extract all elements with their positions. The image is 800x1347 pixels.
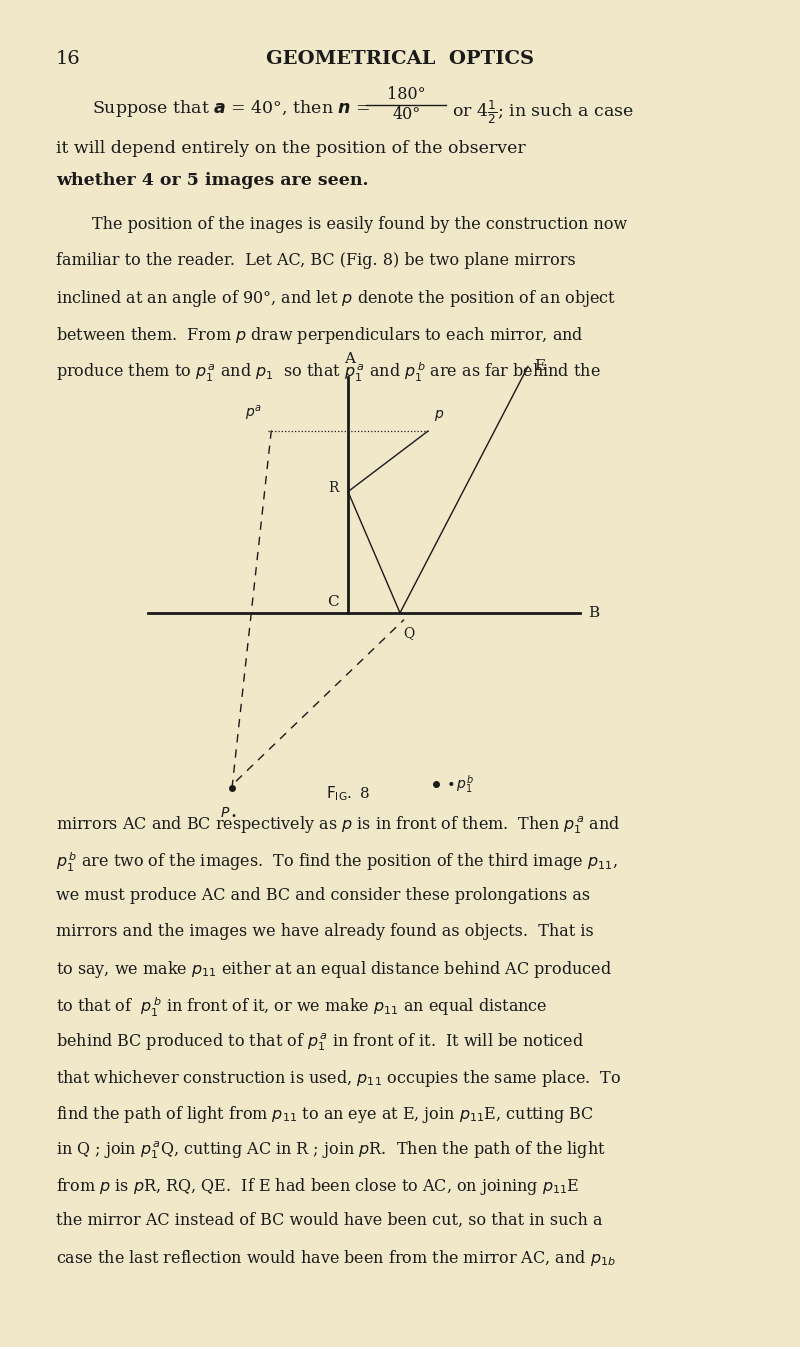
Text: E: E <box>534 360 546 373</box>
Text: the mirror AC instead of BC would have been cut, so that in such a: the mirror AC instead of BC would have b… <box>56 1212 602 1228</box>
Text: 180°: 180° <box>387 86 426 104</box>
Text: Suppose that $\boldsymbol{a}$ = 40°, then $\boldsymbol{n}$ =: Suppose that $\boldsymbol{a}$ = 40°, the… <box>92 98 370 120</box>
Text: between them.  From $p$ draw perpendiculars to each mirror, and: between them. From $p$ draw perpendicula… <box>56 325 584 346</box>
Text: $p$: $p$ <box>434 408 445 423</box>
Text: produce them to $p_1^{\,a}$ and $p_1$  so that $p_1^{\,a}$ and $p_1^{\,b}$ are a: produce them to $p_1^{\,a}$ and $p_1$ so… <box>56 361 601 384</box>
Text: case the last reflection would have been from the mirror AC, and $p_{1b}$: case the last reflection would have been… <box>56 1249 616 1268</box>
Text: $p^a$: $p^a$ <box>245 404 262 423</box>
Text: C: C <box>326 595 338 609</box>
Text: from $p$ is $p$R, RQ, QE.  If E had been close to AC, on joining $p_{11}$E: from $p$ is $p$R, RQ, QE. If E had been … <box>56 1176 579 1197</box>
Text: $\mathrm{F_{IG}.}$ 8: $\mathrm{F_{IG}.}$ 8 <box>326 784 370 803</box>
Text: A: A <box>344 353 355 366</box>
Text: it will depend entirely on the position of the observer: it will depend entirely on the position … <box>56 140 526 158</box>
Text: to say, we make $p_{11}$ either at an equal distance behind AC produced: to say, we make $p_{11}$ either at an eq… <box>56 959 612 981</box>
Text: B: B <box>588 606 599 620</box>
Text: whether 4 or 5 images are seen.: whether 4 or 5 images are seen. <box>56 172 369 190</box>
Text: familiar to the reader.  Let AC, BC (Fig. 8) be two plane mirrors: familiar to the reader. Let AC, BC (Fig.… <box>56 252 576 269</box>
Text: R: R <box>328 481 338 494</box>
Text: in Q ; join $p_1^{\,a}$Q, cutting AC in R ; join $p$R.  Then the path of the lig: in Q ; join $p_1^{\,a}$Q, cutting AC in … <box>56 1140 606 1161</box>
Text: that whichever construction is used, $p_{11}$ occupies the same place.  To: that whichever construction is used, $p_… <box>56 1068 622 1088</box>
Text: behind BC produced to that of $p_1^{\,a}$ in front of it.  It will be noticed: behind BC produced to that of $p_1^{\,a}… <box>56 1032 584 1053</box>
Text: The position of the inages is easily found by the construction now: The position of the inages is easily fou… <box>92 216 627 233</box>
Text: mirrors AC and BC respectively as $p$ is in front of them.  Then $p_1^{\,a}$ and: mirrors AC and BC respectively as $p$ is… <box>56 815 621 836</box>
Text: to that of  $p_1^{\,b}$ in front of it, or we make $p_{11}$ an equal distance: to that of $p_1^{\,b}$ in front of it, o… <box>56 995 547 1018</box>
Text: mirrors and the images we have already found as objects.  That is: mirrors and the images we have already f… <box>56 923 594 940</box>
Text: $P_\bullet$: $P_\bullet$ <box>220 804 236 818</box>
Text: inclined at an angle of 90°, and let $p$ denote the position of an object: inclined at an angle of 90°, and let $p$… <box>56 288 616 310</box>
Text: 16: 16 <box>56 50 81 67</box>
Text: GEOMETRICAL  OPTICS: GEOMETRICAL OPTICS <box>266 50 534 67</box>
Text: find the path of light from $p_{11}$ to an eye at E, join $p_{11}$E, cutting BC: find the path of light from $p_{11}$ to … <box>56 1103 594 1125</box>
Text: we must produce AC and BC and consider these prolongations as: we must produce AC and BC and consider t… <box>56 888 590 904</box>
Text: or 4$\frac{1}{2}$; in such a case: or 4$\frac{1}{2}$; in such a case <box>452 98 634 127</box>
Text: $p_1^{\,b}$ are two of the images.  To find the position of the third image $p_{: $p_1^{\,b}$ are two of the images. To fi… <box>56 851 618 874</box>
Text: Q: Q <box>403 626 414 640</box>
Text: 40°: 40° <box>392 106 421 124</box>
Text: $\bullet\,p_1^b$: $\bullet\,p_1^b$ <box>446 773 474 795</box>
